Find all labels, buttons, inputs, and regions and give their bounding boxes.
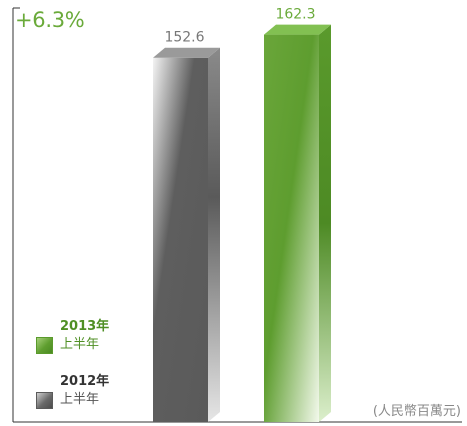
legend-year-2013: 2013年 [60, 319, 110, 334]
bar-value-label-2013: 162.3 [275, 7, 315, 23]
bar-front-2012 [153, 57, 208, 422]
legend-item-2013: 2013年 上半年 [36, 318, 109, 354]
legend-period-2013: 上半年 [60, 337, 100, 352]
legend-period-2012: 上半年 [60, 392, 100, 407]
bar-front-2013 [264, 34, 319, 422]
bar-value-label-2012: 152.6 [164, 30, 204, 46]
legend-swatch-green [36, 337, 53, 354]
growth-annotation: +6.3% [15, 8, 85, 32]
legend-year-2012: 2012年 [60, 374, 110, 389]
unit-label: (人民幣百萬元) [372, 404, 461, 419]
legend-item-2012: 2012年 上半年 [36, 373, 109, 409]
bar-side-2013 [319, 24, 331, 422]
bar-top-2013 [264, 24, 331, 35]
bar-top-2012 [153, 47, 220, 58]
legend-swatch-gray [36, 392, 53, 409]
bar-side-2012 [208, 47, 220, 422]
